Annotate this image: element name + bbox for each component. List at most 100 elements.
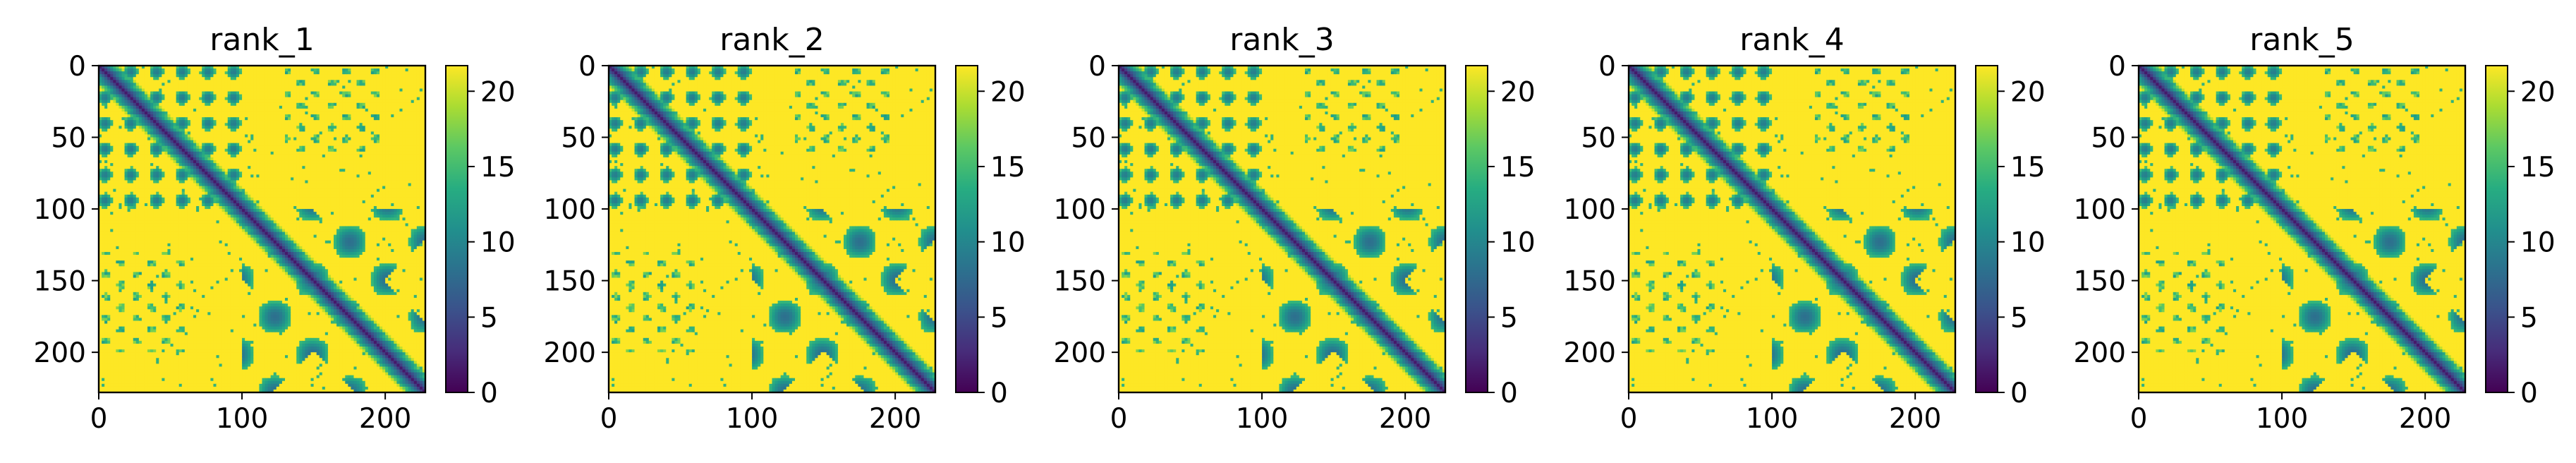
heatmap-cell (110, 100, 114, 104)
heatmap-cell (291, 68, 294, 72)
heatmap-cell (414, 109, 418, 112)
heatmap-cell (125, 68, 128, 72)
heatmap-cell (385, 114, 389, 118)
heatmap-cell (365, 83, 369, 86)
heatmap-cell (150, 74, 154, 78)
heatmap-cell (205, 112, 208, 115)
heatmap-cell (351, 71, 354, 75)
heatmap-cell (107, 92, 111, 95)
heatmap-cell (379, 80, 383, 83)
heatmap-cell (225, 80, 229, 83)
heatmap-cell (414, 83, 418, 86)
heatmap-cell (322, 95, 326, 98)
heatmap-cell (121, 97, 125, 101)
heatmap-cell (274, 71, 277, 75)
heatmap-cell (196, 114, 200, 118)
heatmap-cell (139, 68, 142, 72)
heatmap-cell (250, 97, 254, 101)
heatmap-cell (348, 106, 351, 109)
heatmap-cell (159, 97, 162, 101)
heatmap-cell (147, 88, 151, 92)
heatmap-cell (110, 103, 114, 107)
heatmap-cell (121, 95, 125, 98)
heatmap-cell (282, 97, 286, 101)
heatmap-cell (253, 68, 257, 72)
heatmap-cell (351, 85, 354, 89)
heatmap-cell (159, 114, 162, 118)
heatmap-cell (205, 95, 208, 98)
heatmap-cell (107, 71, 111, 75)
heatmap-cell (320, 95, 323, 98)
heatmap-cell (342, 106, 346, 109)
heatmap-cell (262, 74, 266, 78)
heatmap-cell (382, 88, 386, 92)
heatmap-cell (288, 77, 291, 80)
heatmap-cell (277, 71, 280, 75)
heatmap-cell (156, 100, 159, 104)
heatmap-cell (271, 103, 274, 107)
heatmap-cell (277, 77, 280, 80)
heatmap-cell (274, 109, 277, 112)
heatmap-cell (253, 88, 257, 92)
heatmap-cell (308, 74, 311, 78)
heatmap-cell (406, 88, 409, 92)
heatmap-cell (302, 103, 305, 107)
heatmap-cell (156, 88, 159, 92)
heatmap-cell (253, 80, 257, 83)
heatmap-cell (179, 88, 183, 92)
heatmap-cells (99, 66, 426, 393)
heatmap-cell (271, 74, 274, 78)
heatmap-cell (339, 112, 343, 115)
heatmap-cell (328, 80, 332, 83)
heatmap-cell (167, 88, 171, 92)
heatmap-cell (342, 92, 346, 95)
heatmap-cell (202, 74, 205, 78)
heatmap-cell (353, 88, 357, 92)
heatmap-cell (174, 103, 177, 107)
heatmap-cell (365, 106, 369, 109)
heatmap-cell (308, 114, 311, 118)
heatmap-cell (302, 100, 305, 104)
heatmap-cell (285, 114, 288, 118)
heatmap-cell (314, 109, 317, 112)
heatmap-cell (119, 109, 122, 112)
heatmap-cell (314, 92, 317, 95)
heatmap-cell (190, 114, 194, 118)
heatmap-cell (377, 97, 380, 101)
heatmap-cell (242, 85, 245, 89)
heatmap-cell (282, 83, 286, 86)
heatmap-cell (116, 83, 119, 86)
heatmap-cell (113, 77, 116, 80)
heatmap-cell (385, 103, 389, 107)
heatmap-cell (185, 83, 188, 86)
heatmap-cell (282, 109, 286, 112)
heatmap-cell (291, 92, 294, 95)
heatmap-cell (164, 114, 168, 118)
heatmap-cell (396, 68, 400, 72)
heatmap-cell (110, 92, 114, 95)
heatmap-cell (342, 109, 346, 112)
heatmap-cell (179, 77, 183, 80)
heatmap-cell (116, 80, 119, 83)
heatmap-cell (388, 103, 391, 107)
heatmap-cell (408, 80, 412, 83)
heatmap-cell (351, 88, 354, 92)
heatmap-cell (193, 88, 197, 92)
heatmap-cell (320, 114, 323, 118)
heatmap-cell (248, 83, 251, 86)
heatmap-cell (139, 103, 142, 107)
heatmap-cell (363, 71, 366, 75)
heatmap-cell (334, 95, 337, 98)
heatmap-cell (342, 71, 346, 75)
heatmap-cell (113, 92, 116, 95)
heatmap-cell (110, 85, 114, 89)
heatmap-cell (320, 103, 323, 107)
heatmap-cell (217, 109, 220, 112)
heatmap-cell (121, 106, 125, 109)
heatmap-cell (299, 103, 303, 107)
heatmap-cell (136, 80, 140, 83)
heatmap-cell (282, 103, 286, 107)
heatmap-cell (339, 83, 343, 86)
heatmap-cell (365, 92, 369, 95)
heatmap-cell (182, 106, 186, 109)
